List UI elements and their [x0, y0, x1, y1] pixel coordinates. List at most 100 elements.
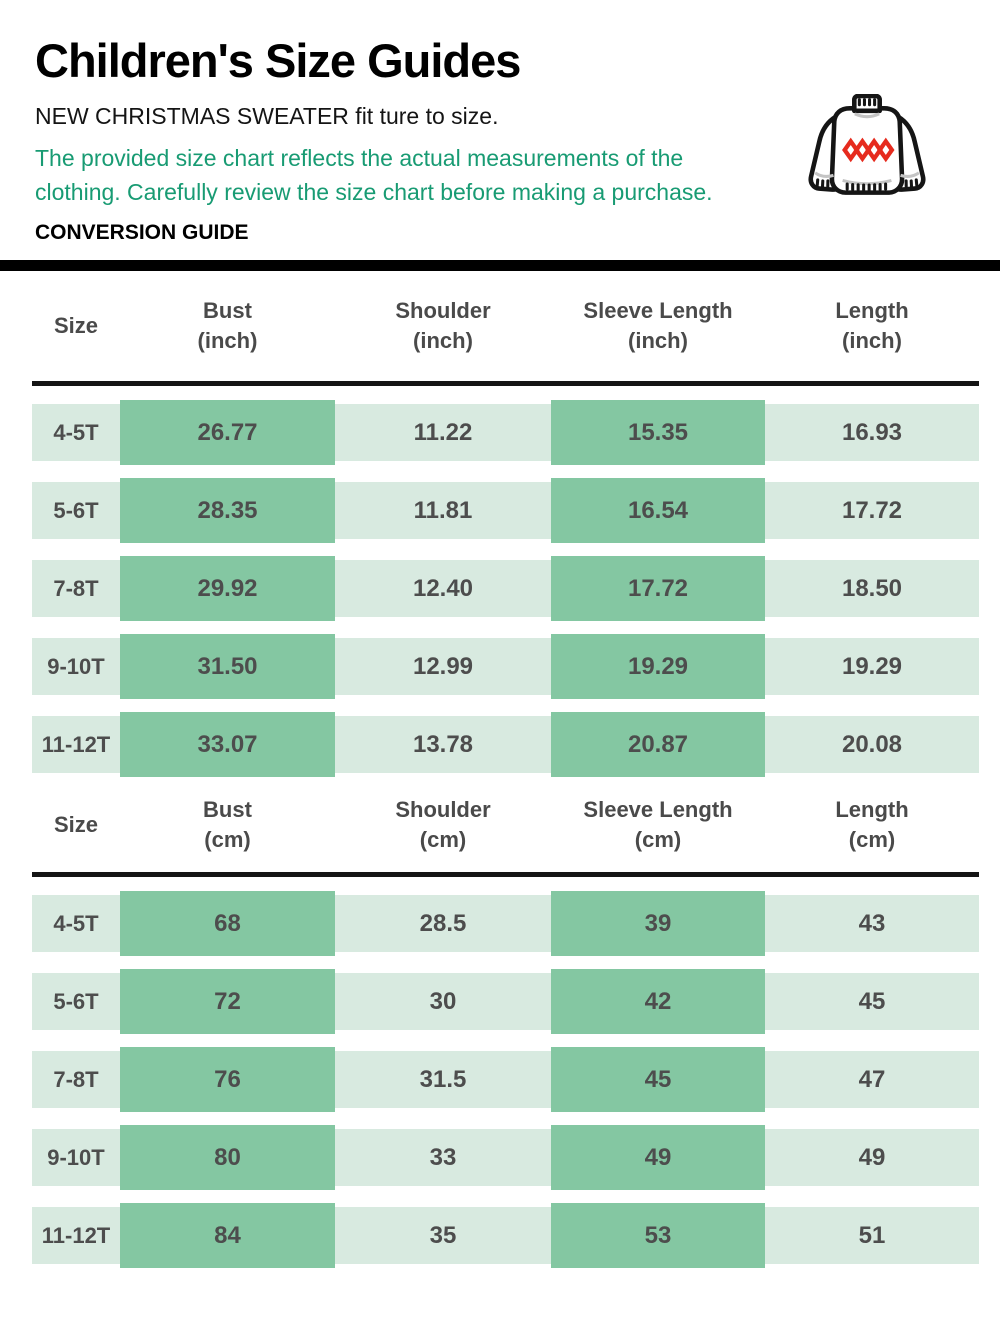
length-cell: 47 [765, 1051, 979, 1109]
header-label: Bust [203, 796, 252, 822]
column-header-shoulder: Shoulder (inch) [335, 296, 551, 356]
header-label: Length [835, 298, 909, 324]
bust-cell: 29.92 [120, 556, 335, 622]
bust-cell: 33.07 [120, 712, 335, 778]
bust-cell: 31.50 [120, 634, 335, 700]
header-label: Size [53, 313, 99, 339]
header-unit: (cm) [419, 826, 467, 852]
shoulder-cell: 28.5 [335, 895, 551, 953]
sleeve-length-cell: 45 [551, 1047, 765, 1113]
header-label: Sleeve Length [583, 796, 733, 822]
table-row: 5-6T 72 30 42 45 [32, 969, 979, 1035]
table-row: 7-8T 76 31.5 45 47 [32, 1047, 979, 1113]
header-rule [32, 872, 979, 878]
size-cell: 4-5T [32, 404, 120, 462]
size-cell: 9-10T [32, 638, 120, 696]
table-row: 9-10T 80 33 49 49 [32, 1125, 979, 1191]
shoulder-cell: 13.78 [335, 716, 551, 774]
length-cell: 19.29 [765, 638, 979, 696]
header-unit: (inch) [197, 328, 258, 354]
description-text: The provided size chart reflects the act… [35, 145, 713, 206]
header-label: Shoulder [395, 298, 491, 324]
column-header-length: Length (inch) [765, 296, 979, 356]
section-label: CONVERSION GUIDE [35, 221, 249, 245]
header-rule [32, 381, 979, 387]
sleeve-length-cell: 16.54 [551, 478, 765, 544]
column-header-bust: Bust (inch) [120, 296, 335, 356]
bust-cell: 84 [120, 1203, 335, 1269]
fit-note: NEW CHRISTMAS SWEATER fit ture to size. [35, 103, 499, 130]
header-label: Bust [203, 298, 252, 324]
size-cell: 11-12T [32, 1207, 120, 1265]
bust-cell: 26.77 [120, 400, 335, 466]
sleeve-length-cell: 19.29 [551, 634, 765, 700]
length-cell: 18.50 [765, 560, 979, 618]
table-header-row: Size Bust (inch) Shoulder (inch) Sleeve Le… [32, 271, 979, 381]
page-title: Children's Size Guides [35, 34, 521, 87]
sleeve-length-cell: 49 [551, 1125, 765, 1191]
size-cell: 4-5T [32, 895, 120, 953]
sleeve-length-cell: 39 [551, 891, 765, 957]
column-header-sleeve-length: Sleeve Length (inch) [551, 296, 765, 356]
sleeve-length-cell: 20.87 [551, 712, 765, 778]
top-divider-bar [0, 260, 1000, 272]
conversion-tables: Size Bust (inch) Shoulder (inch) Sleeve Le… [0, 271, 1000, 1269]
size-cell: 9-10T [32, 1129, 120, 1187]
sleeve-length-cell: 17.72 [551, 556, 765, 622]
table-row: 4-5T 68 28.5 39 43 [32, 891, 979, 957]
column-header-size: Size [32, 810, 120, 840]
header-unit: (cm) [848, 826, 896, 852]
header-unit: (cm) [204, 826, 251, 852]
shoulder-cell: 11.81 [335, 482, 551, 540]
bust-cell: 28.35 [120, 478, 335, 544]
table-row: 9-10T 31.50 12.99 19.29 19.29 [32, 634, 979, 700]
table-row: 5-6T 28.35 11.81 16.54 17.72 [32, 478, 979, 544]
length-cell: 45 [765, 973, 979, 1031]
bust-cell: 68 [120, 891, 335, 957]
table-row: 11-12T 84 35 53 51 [32, 1203, 979, 1269]
bust-cell: 76 [120, 1047, 335, 1113]
size-table-inch: Size Bust (inch) Shoulder (inch) Sleeve Le… [32, 271, 979, 778]
header-label: Shoulder [395, 796, 491, 822]
column-header-bust: Bust (cm) [120, 795, 335, 855]
column-header-sleeve-length: Sleeve Length (cm) [551, 795, 765, 855]
column-header-shoulder: Shoulder (cm) [335, 795, 551, 855]
column-header-size: Size [32, 311, 120, 341]
table-row: 11-12T 33.07 13.78 20.87 20.08 [32, 712, 979, 778]
header-label: Length [835, 796, 909, 822]
length-cell: 20.08 [765, 716, 979, 774]
header-unit: (cm) [634, 826, 682, 852]
length-cell: 51 [765, 1207, 979, 1265]
shoulder-cell: 12.99 [335, 638, 551, 696]
shoulder-cell: 12.40 [335, 560, 551, 618]
length-cell: 49 [765, 1129, 979, 1187]
length-cell: 43 [765, 895, 979, 953]
sleeve-length-cell: 53 [551, 1203, 765, 1269]
table-header-row: Size Bust (cm) Shoulder (cm) Sleeve Length… [32, 777, 979, 872]
shoulder-cell: 33 [335, 1129, 551, 1187]
header-label: Sleeve Length [583, 298, 733, 324]
shoulder-cell: 30 [335, 973, 551, 1031]
table-row: 4-5T 26.77 11.22 15.35 16.93 [32, 400, 979, 466]
size-cell: 5-6T [32, 482, 120, 540]
shoulder-cell: 31.5 [335, 1051, 551, 1109]
bust-cell: 80 [120, 1125, 335, 1191]
sleeve-length-cell: 42 [551, 969, 765, 1035]
header-label: Size [53, 811, 99, 837]
shoulder-cell: 35 [335, 1207, 551, 1265]
size-cell: 7-8T [32, 1051, 120, 1109]
column-header-length: Length (cm) [765, 795, 979, 855]
bust-cell: 72 [120, 969, 335, 1035]
shoulder-cell: 11.22 [335, 404, 551, 462]
christmas-sweater-icon [804, 93, 930, 210]
sleeve-length-cell: 15.35 [551, 400, 765, 466]
length-cell: 17.72 [765, 482, 979, 540]
header: Children's Size Guides NEW CHRISTMAS SWE… [0, 0, 1000, 245]
table-row: 7-8T 29.92 12.40 17.72 18.50 [32, 556, 979, 622]
header-unit: (inch) [413, 328, 473, 354]
header-unit: (inch) [842, 328, 902, 354]
size-cell: 7-8T [32, 560, 120, 618]
length-cell: 16.93 [765, 404, 979, 462]
size-cell: 5-6T [32, 973, 120, 1031]
